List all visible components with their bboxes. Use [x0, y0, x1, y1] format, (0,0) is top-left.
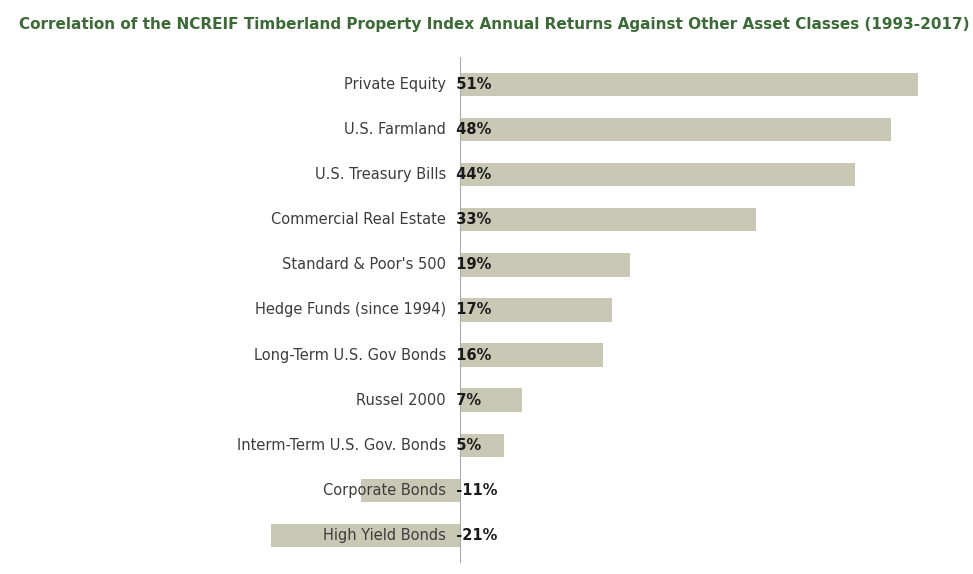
- Text: Interm-Term U.S. Gov. Bonds: Interm-Term U.S. Gov. Bonds: [237, 438, 446, 453]
- Bar: [270, 523, 459, 547]
- Text: 48%: 48%: [446, 122, 491, 137]
- Text: 44%: 44%: [446, 167, 491, 182]
- Text: U.S. Treasury Bills: U.S. Treasury Bills: [315, 167, 446, 182]
- Bar: [361, 479, 459, 502]
- Bar: [459, 433, 504, 457]
- Text: Commercial Real Estate: Commercial Real Estate: [271, 212, 446, 227]
- Bar: [459, 163, 854, 187]
- Text: Hedge Funds (since 1994): Hedge Funds (since 1994): [255, 302, 446, 317]
- Text: Russel 2000: Russel 2000: [356, 393, 446, 408]
- Text: 51%: 51%: [446, 77, 491, 92]
- Text: High Yield Bonds: High Yield Bonds: [323, 528, 446, 543]
- Text: -11%: -11%: [446, 483, 497, 498]
- Text: 33%: 33%: [446, 212, 491, 227]
- Bar: [459, 208, 756, 231]
- Text: 7%: 7%: [446, 393, 482, 408]
- Bar: [459, 253, 631, 277]
- Text: -21%: -21%: [446, 528, 497, 543]
- Text: 17%: 17%: [446, 302, 491, 317]
- Text: 5%: 5%: [446, 438, 482, 453]
- Text: Corporate Bonds: Corporate Bonds: [323, 483, 446, 498]
- Text: 19%: 19%: [446, 257, 491, 272]
- Bar: [459, 298, 612, 321]
- Text: U.S. Farmland: U.S. Farmland: [344, 122, 446, 137]
- Text: Standard & Poor's 500: Standard & Poor's 500: [282, 257, 446, 272]
- Bar: [459, 73, 918, 96]
- Text: Correlation of the NCREIF Timberland Property Index Annual Returns Against Other: Correlation of the NCREIF Timberland Pro…: [19, 17, 970, 32]
- Bar: [459, 389, 523, 412]
- Bar: [459, 118, 890, 141]
- Bar: [459, 343, 603, 367]
- Text: Private Equity: Private Equity: [344, 77, 446, 92]
- Text: 16%: 16%: [446, 348, 491, 363]
- Text: Long-Term U.S. Gov Bonds: Long-Term U.S. Gov Bonds: [254, 348, 446, 363]
